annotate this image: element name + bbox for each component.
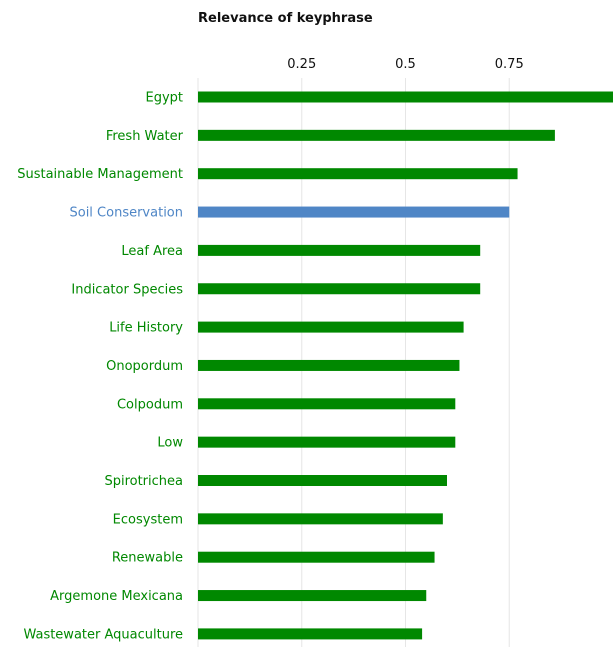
chart-title: Relevance of keyphrase — [198, 11, 373, 26]
category-label: Renewable — [112, 551, 183, 566]
bar — [198, 436, 456, 448]
bar — [198, 129, 555, 141]
category-labels: Egypt Fresh Water Sustainable Management So… — [17, 91, 183, 643]
bar — [198, 321, 464, 333]
bar — [198, 206, 510, 218]
bar — [198, 244, 481, 256]
category-label: Sustainable Management — [17, 167, 183, 182]
category-label: Leaf Area — [121, 244, 183, 259]
bar — [198, 513, 443, 525]
bar — [198, 628, 423, 640]
bar — [198, 590, 427, 602]
bars — [198, 91, 613, 640]
bar — [198, 359, 460, 371]
category-label: Low — [157, 436, 183, 451]
category-label: Onopordum — [106, 359, 183, 374]
bar — [198, 551, 435, 563]
category-label: Ecosystem — [113, 512, 183, 527]
bar — [198, 91, 613, 103]
x-tick-label: 0.75 — [495, 57, 524, 72]
bar — [198, 168, 518, 180]
category-label: Fresh Water — [106, 129, 184, 144]
category-label: Life History — [109, 321, 183, 336]
x-axis-ticks: 0.25 0.5 0.75 — [287, 57, 523, 72]
bar — [198, 283, 481, 295]
category-label: Indicator Species — [71, 282, 183, 297]
bar — [198, 398, 456, 410]
category-label: Egypt — [145, 91, 183, 106]
category-label: Wastewater Aquaculture — [23, 627, 183, 642]
x-tick-label: 0.25 — [287, 57, 316, 72]
category-label: Spirotrichea — [104, 474, 183, 489]
category-label: Argemone Mexicana — [50, 589, 183, 604]
bar — [198, 475, 447, 486]
category-label: Soil Conservation — [69, 206, 183, 221]
category-label: Colpodum — [117, 397, 183, 412]
x-tick-label: 0.5 — [395, 57, 416, 72]
